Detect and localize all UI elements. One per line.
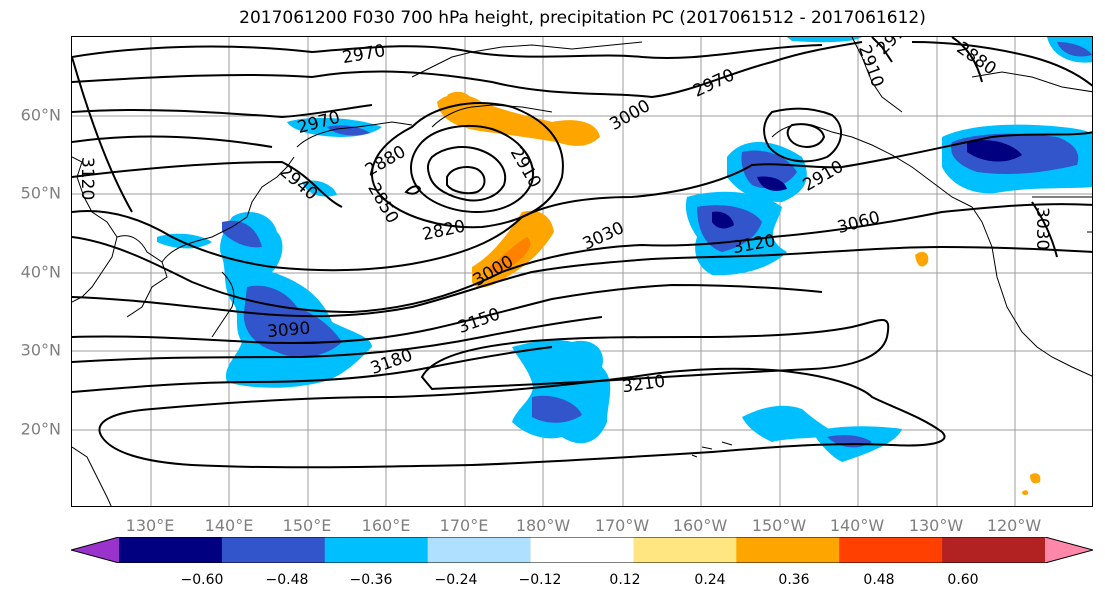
lon-label: 170°E	[439, 516, 489, 535]
contour-label: 2910	[873, 37, 918, 59]
lon-label: 180°W	[515, 516, 571, 535]
map-panel[interactable]: 2970 2970 2970 3000 2910 2880 2850 2820 …	[71, 36, 1093, 507]
colorbar-tick-label: 0.60	[947, 572, 979, 588]
colorbar-segment	[736, 537, 840, 563]
colorbar-tick-label: 0.24	[694, 572, 726, 588]
precip-positive-areas	[437, 91, 1041, 496]
colorbar-tick-label: 0.36	[778, 572, 810, 588]
lon-label: 160°W	[672, 516, 728, 535]
contour-label: 2940	[275, 161, 321, 204]
colorbar-tick-label: −0.36	[349, 572, 393, 588]
colorbar-tick-label: −0.60	[180, 572, 224, 588]
colorbar-tick-label: −0.48	[265, 572, 309, 588]
contour-label: 2910	[800, 157, 847, 196]
lon-label: 130°E	[125, 516, 175, 535]
lon-label: 150°W	[751, 516, 807, 535]
colorbar-segment	[839, 537, 943, 563]
colorbar-segment	[119, 537, 223, 563]
colorbar-segment	[530, 537, 634, 563]
precip-negative-areas	[157, 37, 1092, 462]
colorbar-tick-label: −0.24	[434, 572, 478, 588]
colorbar-segment	[324, 537, 429, 563]
lon-label: 160°E	[361, 516, 411, 535]
lon-label: 170°W	[594, 516, 650, 535]
map-canvas: 2970 2970 2970 3000 2910 2880 2850 2820 …	[72, 37, 1092, 506]
contour-label: 2970	[341, 41, 387, 68]
contour-label: 3030	[580, 218, 628, 254]
contour-label: 3030	[1032, 207, 1052, 250]
lon-label: 150°E	[282, 516, 332, 535]
colorbar-tick-label: −0.12	[518, 572, 562, 588]
lat-label: 60°N	[20, 105, 61, 125]
contour-label: 2850	[363, 180, 402, 227]
contour-label: 2910	[506, 144, 545, 191]
contour-label: 3000	[606, 96, 653, 135]
lat-label: 20°N	[20, 419, 61, 439]
colorbar-segments	[71, 537, 1093, 563]
height-contours	[72, 37, 1092, 469]
colorbar-segment	[427, 537, 532, 563]
lon-label: 140°W	[829, 516, 885, 535]
contour-label: 3090	[266, 318, 311, 342]
contour-label: 3060	[835, 208, 882, 239]
colorbar-tick-label: 0.48	[863, 572, 895, 588]
colorbar-segment	[942, 537, 1046, 563]
contour-label: 3150	[455, 304, 502, 338]
colorbar-tick-label: 0.12	[609, 572, 641, 588]
colorbar-extend-low	[71, 537, 119, 563]
lon-label: 120°W	[986, 516, 1042, 535]
colorbar-segment	[633, 537, 737, 563]
lon-label: 140°E	[204, 516, 254, 535]
chart-title: 2017061200 F030 700 hPa height, precipit…	[239, 8, 926, 28]
lat-label: 50°N	[20, 183, 61, 203]
lon-label: 130°W	[908, 516, 964, 535]
colorbar-extend-high	[1045, 537, 1093, 563]
lat-label: 40°N	[20, 262, 61, 282]
contour-label: 3210	[621, 372, 667, 398]
colorbar	[71, 537, 1093, 563]
lat-label: 30°N	[20, 340, 61, 360]
contour-label: 2970	[690, 65, 738, 101]
colorbar-segment	[221, 537, 326, 563]
contour-label: 3120	[77, 157, 97, 200]
